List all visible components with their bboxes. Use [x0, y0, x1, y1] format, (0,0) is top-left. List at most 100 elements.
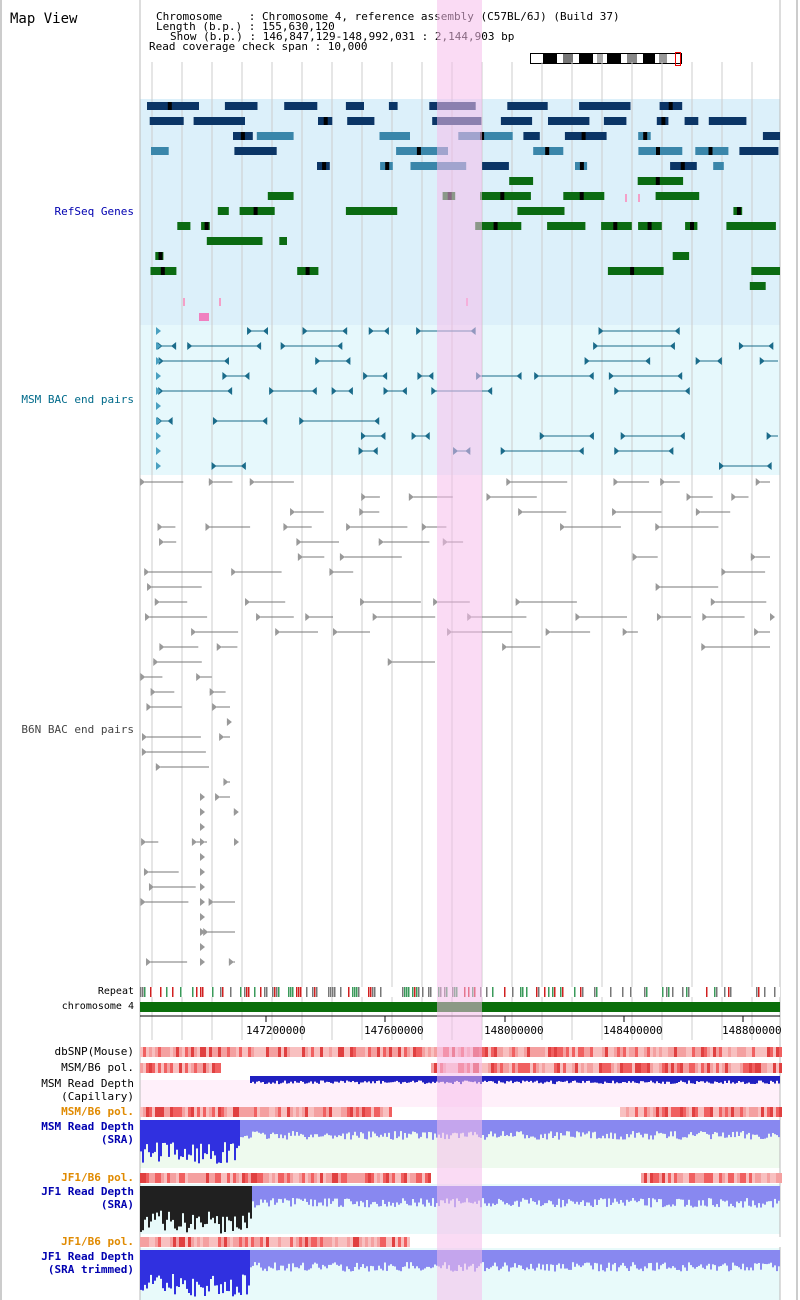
polymorphism-cell	[626, 1237, 629, 1247]
depth-bar	[728, 1186, 730, 1207]
polymorphism-cell	[293, 1063, 296, 1073]
polymorphism-cell	[326, 1237, 329, 1247]
bac-end-marker	[417, 372, 423, 380]
highlight-region[interactable]	[437, 0, 482, 1300]
depth-bar	[228, 1120, 230, 1151]
polymorphism-cell	[524, 1047, 527, 1057]
depth-bar	[204, 1186, 206, 1225]
depth-bar	[274, 1120, 276, 1135]
depth-bar	[720, 1250, 722, 1266]
polymorphism-cell	[347, 1237, 350, 1247]
polymorphism-cell	[287, 1047, 290, 1057]
depth-bar	[202, 1250, 204, 1288]
depth-bar	[314, 1120, 316, 1135]
depth-bar	[286, 1076, 288, 1084]
depth-bar	[180, 1120, 182, 1157]
polymorphism-cell	[545, 1237, 548, 1247]
depth-bar	[632, 1186, 634, 1198]
polymorphism-cell	[539, 1107, 542, 1117]
depth-bar	[696, 1186, 698, 1207]
polymorphism-cell	[179, 1063, 182, 1073]
gene-feature	[672, 252, 690, 260]
polymorphism-cell	[269, 1063, 272, 1073]
depth-bar	[512, 1250, 514, 1268]
polymorphism-cell	[263, 1107, 266, 1117]
depth-bar	[564, 1250, 566, 1269]
depth-bar	[342, 1186, 344, 1207]
polymorphism-cell	[434, 1237, 437, 1247]
polymorphism-cell	[251, 1173, 254, 1183]
polymorphism-cell	[515, 1047, 518, 1057]
depth-bar	[558, 1076, 560, 1082]
depth-bar	[158, 1250, 160, 1276]
polymorphism-cell	[737, 1237, 740, 1247]
bac-end-marker	[156, 432, 161, 440]
depth-bar	[492, 1120, 494, 1137]
polymorphism-cell	[185, 1237, 188, 1247]
polymorphism-cell	[689, 1173, 692, 1183]
polymorphism-cell	[224, 1173, 227, 1183]
depth-bar	[288, 1076, 290, 1084]
polymorphism-cell	[662, 1107, 665, 1117]
depth-bar	[536, 1250, 538, 1268]
polymorphism-cell	[230, 1173, 233, 1183]
depth-bar	[534, 1250, 536, 1271]
polymorphism-cell	[494, 1107, 497, 1117]
depth-bar	[578, 1120, 580, 1133]
polymorphism-cell	[704, 1047, 707, 1057]
bac-end-marker	[256, 342, 262, 350]
polymorphism-cell	[767, 1047, 770, 1057]
gene-exon	[322, 162, 327, 170]
polymorphism-cell	[590, 1237, 593, 1247]
polymorphism-cell	[665, 1047, 668, 1057]
polymorphism-cell	[326, 1047, 329, 1057]
depth-bar	[350, 1186, 352, 1202]
polymorphism-cell	[266, 1063, 269, 1073]
depth-bar	[694, 1076, 696, 1084]
depth-bar	[758, 1186, 760, 1204]
depth-bar	[428, 1076, 430, 1083]
chromosome-ideogram[interactable]	[530, 52, 682, 66]
polymorphism-cell	[593, 1237, 596, 1247]
depth-bar	[552, 1250, 554, 1265]
polymorphism-cell	[176, 1237, 179, 1247]
depth-bar	[190, 1120, 192, 1156]
depth-bar	[434, 1186, 436, 1207]
depth-bar	[496, 1076, 498, 1084]
polymorphism-cell	[755, 1063, 758, 1073]
depth-bar	[512, 1186, 514, 1205]
depth-bar	[546, 1186, 548, 1204]
polymorphism-cell	[305, 1107, 308, 1117]
depth-bar	[362, 1186, 364, 1203]
polymorphism-cell	[776, 1047, 779, 1057]
depth-bar	[206, 1250, 208, 1286]
polymorphism-cell	[653, 1107, 656, 1117]
depth-bar	[374, 1186, 376, 1202]
bac-end-marker	[157, 523, 163, 531]
depth-bar	[228, 1250, 230, 1292]
depth-bar	[282, 1120, 284, 1139]
polymorphism-cell	[770, 1173, 773, 1183]
polymorphism-cell	[329, 1107, 332, 1117]
polymorphism-cell	[257, 1237, 260, 1247]
depth-bar	[540, 1250, 542, 1270]
polymorphism-cell	[149, 1173, 152, 1183]
depth-bar	[596, 1186, 598, 1205]
depth-bar	[612, 1120, 614, 1139]
bac-end-marker	[329, 568, 335, 576]
depth-bar	[768, 1186, 770, 1202]
depth-bar	[434, 1120, 436, 1134]
polymorphism-cell	[401, 1237, 404, 1247]
depth-bar	[484, 1250, 486, 1272]
polymorphism-cell	[212, 1237, 215, 1247]
depth-bar	[284, 1076, 286, 1081]
polymorphism-cell	[404, 1063, 407, 1073]
depth-bar	[584, 1186, 586, 1206]
depth-bar	[512, 1120, 514, 1137]
depth-bar	[156, 1186, 158, 1213]
polymorphism-cell	[143, 1107, 146, 1117]
polymorphism-cell	[506, 1107, 509, 1117]
depth-bar	[692, 1186, 694, 1208]
polymorphism-cell	[557, 1173, 560, 1183]
polymorphism-cell	[368, 1237, 371, 1247]
